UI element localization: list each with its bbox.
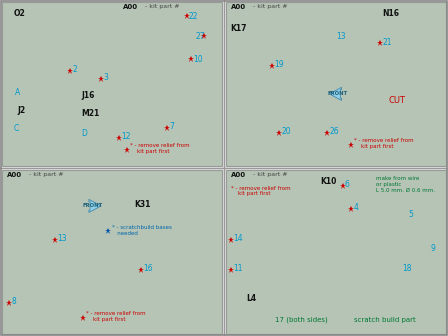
Text: * - remove relief from
    kit part first: * - remove relief from kit part first — [86, 311, 145, 322]
Text: - kit part #: - kit part # — [253, 4, 287, 9]
Text: 7: 7 — [169, 122, 174, 131]
Text: C: C — [13, 124, 18, 133]
Bar — [226, 2, 446, 166]
Text: 16: 16 — [143, 264, 152, 273]
Text: K10: K10 — [321, 177, 337, 186]
Text: 26: 26 — [329, 127, 339, 136]
Text: scratch build part: scratch build part — [353, 317, 415, 323]
Text: 21: 21 — [382, 38, 392, 47]
Text: A00: A00 — [7, 172, 22, 178]
Text: 2: 2 — [73, 65, 77, 74]
Text: - kit part #: - kit part # — [145, 4, 180, 9]
Text: 5: 5 — [409, 210, 414, 219]
Text: 19: 19 — [275, 60, 284, 69]
Text: 4: 4 — [353, 203, 358, 212]
Bar — [2, 170, 222, 334]
Text: A00: A00 — [231, 4, 246, 10]
Text: D: D — [81, 129, 87, 138]
Bar — [2, 2, 222, 166]
Text: * - scratchbuild bases
   needed: * - scratchbuild bases needed — [112, 225, 172, 236]
Text: 14: 14 — [233, 234, 242, 243]
Text: 27: 27 — [195, 32, 205, 41]
Text: M21: M21 — [81, 109, 99, 118]
Text: 3: 3 — [103, 73, 108, 82]
Text: FRONT: FRONT — [328, 91, 348, 96]
Text: 9: 9 — [431, 244, 435, 253]
Text: 18: 18 — [402, 264, 411, 273]
Text: K31: K31 — [134, 200, 151, 209]
Text: - kit part #: - kit part # — [29, 172, 63, 177]
Text: * - remove relief from
    kit part first: * - remove relief from kit part first — [129, 143, 189, 154]
Text: 11: 11 — [233, 264, 242, 273]
Text: 13: 13 — [336, 32, 345, 41]
Text: A00: A00 — [123, 4, 138, 10]
Text: A: A — [15, 88, 21, 97]
Text: - kit part #: - kit part # — [253, 172, 287, 177]
Text: J2: J2 — [17, 106, 26, 115]
Text: 6: 6 — [345, 180, 349, 189]
Text: 22: 22 — [189, 12, 198, 21]
Text: A00: A00 — [231, 172, 246, 178]
Text: FRONT: FRONT — [82, 203, 103, 208]
FancyArrow shape — [329, 87, 341, 100]
Text: 10: 10 — [193, 55, 203, 64]
Text: * - remove relief from
    kit part first: * - remove relief from kit part first — [231, 186, 290, 197]
Text: J16: J16 — [81, 91, 95, 100]
Text: 12: 12 — [121, 132, 130, 141]
Text: * - remove relief from
    kit part first: * - remove relief from kit part first — [353, 138, 413, 149]
Text: 17 (both sides): 17 (both sides) — [275, 316, 327, 323]
Text: 8: 8 — [11, 297, 16, 306]
Text: O2: O2 — [13, 9, 25, 18]
Text: 20: 20 — [281, 127, 291, 136]
FancyArrow shape — [89, 199, 101, 212]
Text: CUT: CUT — [389, 96, 406, 105]
Text: make from wire
or plastic
L 5.0 mm. Ø 0.6 mm.: make from wire or plastic L 5.0 mm. Ø 0.… — [375, 176, 435, 193]
Bar — [226, 170, 446, 334]
Text: 13: 13 — [57, 234, 67, 243]
Text: K17: K17 — [231, 24, 247, 33]
Text: L4: L4 — [246, 294, 256, 303]
Text: N16: N16 — [382, 9, 399, 18]
